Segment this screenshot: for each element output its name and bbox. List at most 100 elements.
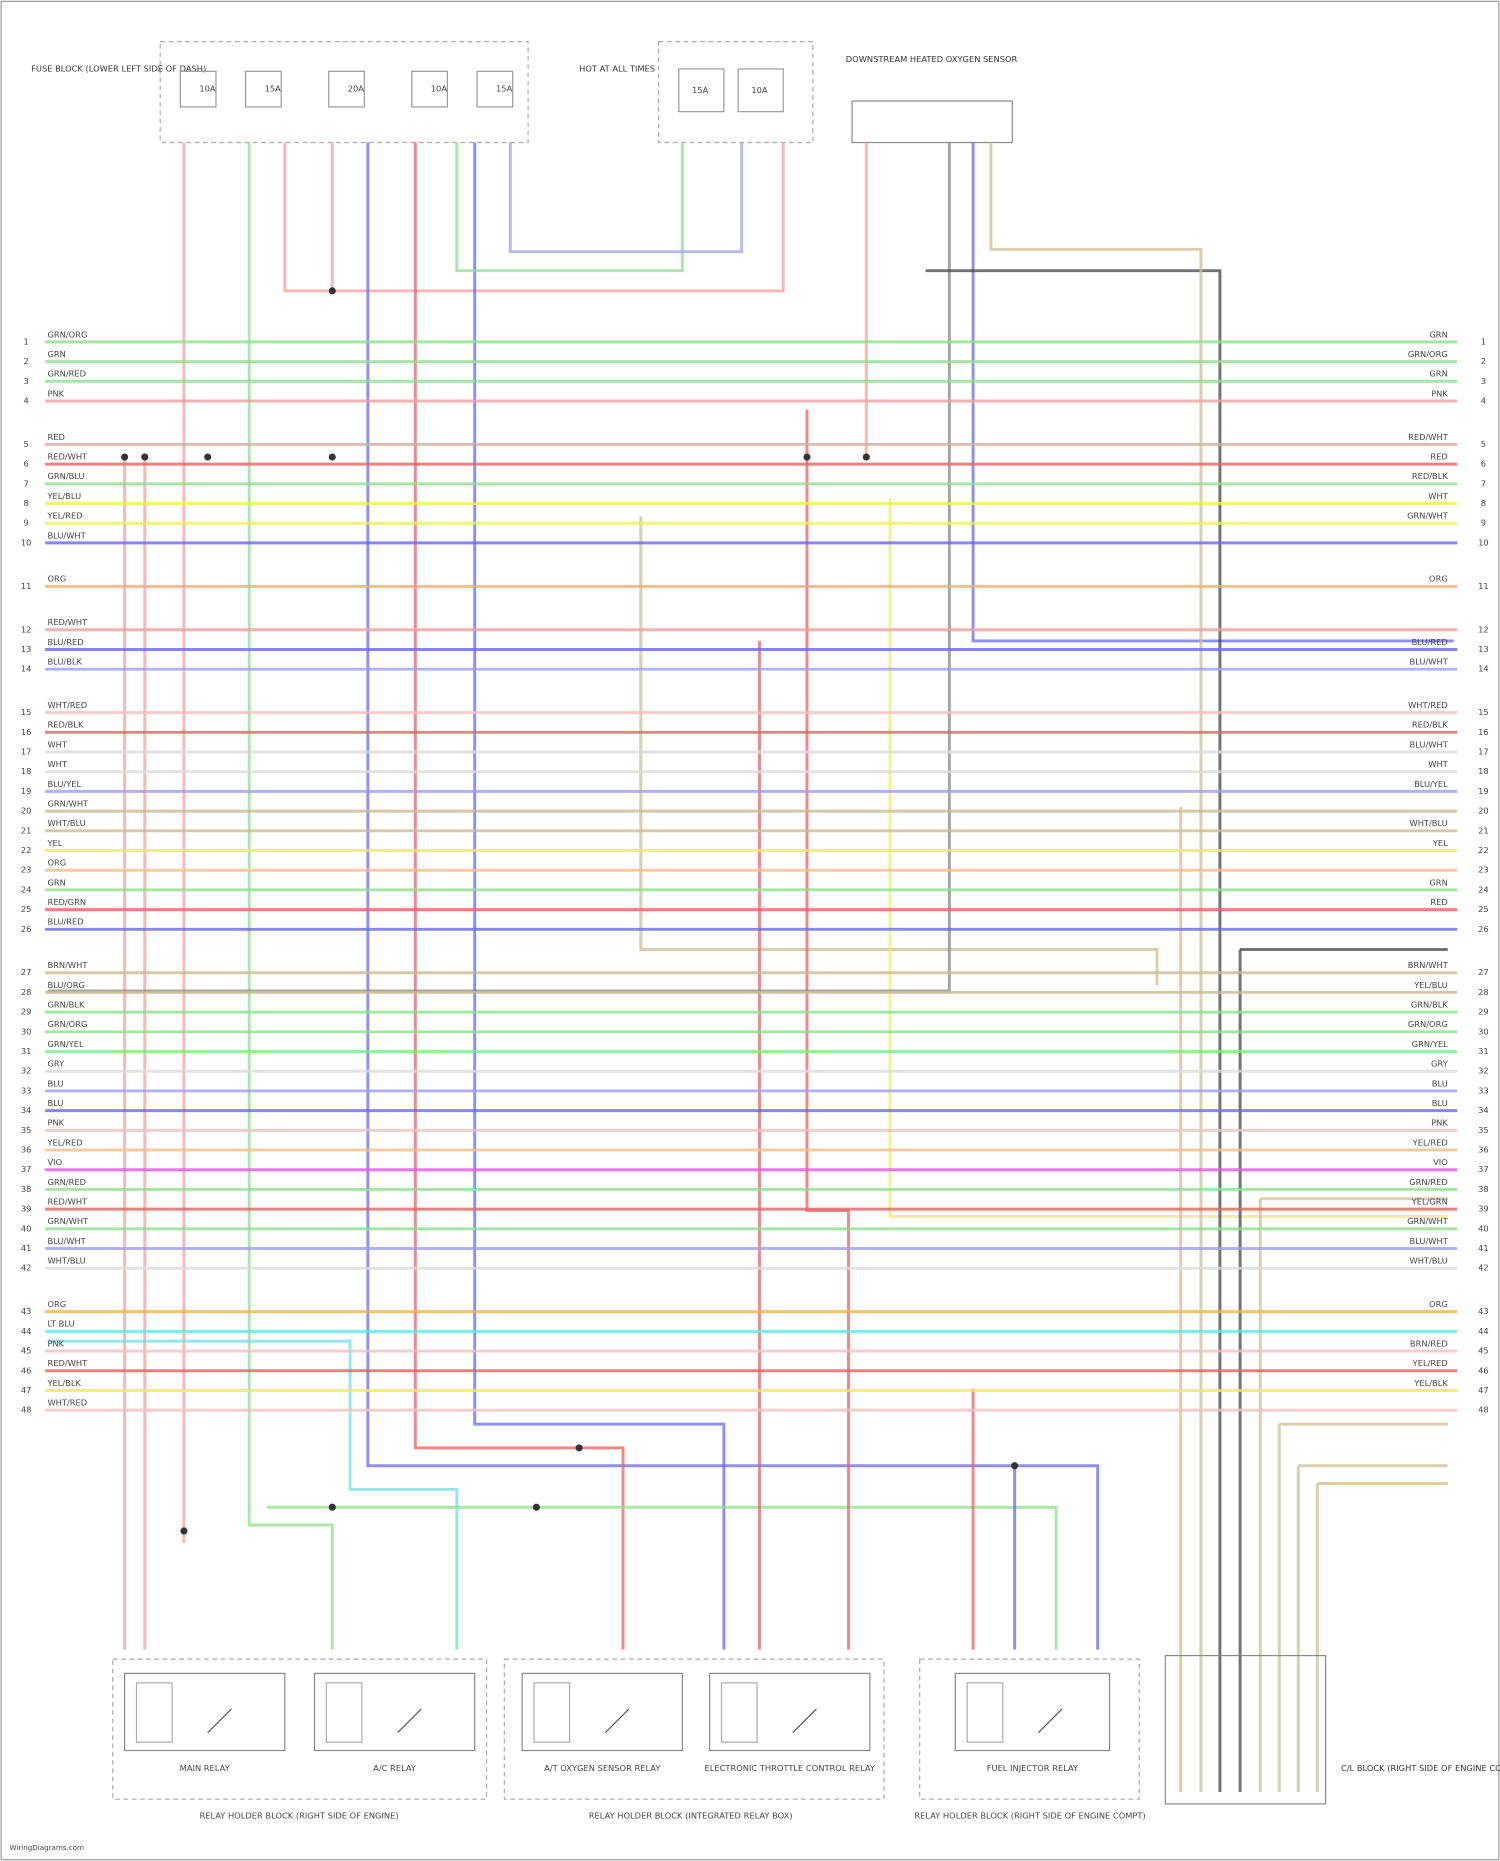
wire-color-right: WHT [1428, 491, 1448, 501]
wire-color-left: WHT/BLU [47, 1256, 85, 1266]
relay-block [919, 1658, 1140, 1800]
relay-block-label: RELAY HOLDER BLOCK (INTEGRATED RELAY BOX… [589, 1810, 793, 1820]
sensor-box [851, 100, 1013, 144]
ground-block-box [1164, 1654, 1327, 1805]
wire-color-right: GRN [1429, 877, 1447, 887]
wire-color-left: BLU/RED [47, 637, 83, 647]
relay-switch [792, 1708, 817, 1734]
sensor-label: DOWNSTREAM HEATED OXYGEN SENSOR [846, 54, 1018, 64]
wire-color-left: YEL/BLU [46, 491, 81, 501]
wire-color-right: RED/BLK [1412, 471, 1449, 481]
wire-color-left: WHT/BLU [47, 818, 85, 828]
fuse-rating: 20A [348, 84, 365, 94]
pin-right: 37 [1478, 1164, 1489, 1174]
pin-left: 11 [21, 581, 32, 591]
wire-color-left: GRN/WHT [47, 798, 89, 808]
pin-left: 41 [21, 1243, 32, 1253]
wire-color-left: GRN [47, 877, 65, 887]
pin-right: 4 [1481, 395, 1486, 405]
wire-color-left: WHT [47, 739, 67, 749]
wire-color-left: YEL/RED [46, 1137, 82, 1147]
pin-left: 33 [21, 1085, 32, 1095]
relay-box [521, 1672, 683, 1752]
pin-right: 5 [1481, 439, 1486, 449]
pin-left: 8 [23, 498, 28, 508]
pin-left: 19 [21, 786, 32, 796]
pin-left: 48 [21, 1405, 32, 1415]
ignition-box [658, 41, 814, 144]
wire [283, 142, 785, 293]
pin-left: 24 [21, 884, 32, 894]
wire-color-right: GRN/ORG [1408, 349, 1448, 359]
pin-right: 45 [1478, 1346, 1489, 1356]
wire-color-left: BLU [47, 1098, 63, 1108]
wire-color-left: ORG [47, 1299, 66, 1309]
wire-color-left: GRN/BLU [47, 471, 84, 481]
wire-color-left: ORG [47, 858, 66, 868]
wire-color-right: BLU/RED [1412, 637, 1448, 647]
wire-color-right: RED [1430, 452, 1447, 462]
wire-color-left: RED [47, 432, 64, 442]
wire-color-left: GRY [47, 1059, 65, 1069]
pin-left: 15 [21, 707, 32, 717]
wire-color-left: GRN/BLK [47, 1000, 85, 1010]
pin-left: 25 [21, 904, 32, 914]
wire-color-right: BLU [1432, 1098, 1448, 1108]
wire [247, 142, 334, 1650]
pin-right: 36 [1478, 1145, 1489, 1155]
pin-left: 6 [23, 459, 28, 469]
wire-color-left: BLU/RED [47, 917, 83, 927]
fuse [737, 68, 784, 113]
wire-color-right: BLU [1432, 1078, 1448, 1088]
wire-color-right: BLU/WHT [1410, 657, 1449, 667]
wire-color-left: WHT/RED [47, 700, 87, 710]
wire-color-right: BLU/YEL [1414, 779, 1448, 789]
wire-color-left: GRN/YEL [47, 1039, 84, 1049]
pin-right: 32 [1478, 1066, 1489, 1076]
pin-right: 23 [1478, 865, 1489, 875]
pin-left: 7 [23, 478, 28, 488]
wire-color-right: GRN/ORG [1408, 1019, 1448, 1029]
pin-right: 26 [1478, 924, 1489, 934]
wire-color-left: WHT/RED [47, 1398, 87, 1408]
pin-left: 42 [21, 1263, 32, 1273]
wire-color-right: BRN/WHT [1408, 960, 1449, 970]
wire-color-left: RED/WHT [47, 452, 88, 462]
wire-color-left: GRN/RED [47, 369, 86, 379]
wire-color-right: BLU/WHT [1410, 1236, 1449, 1246]
pin-right: 2 [1481, 356, 1486, 366]
pin-right: 35 [1478, 1125, 1489, 1135]
pin-right: 25 [1478, 904, 1489, 914]
wire-color-right: GRN [1429, 329, 1447, 339]
wire-color-right: YEL/BLU [1413, 980, 1448, 990]
relay-label: A/T OXYGEN SENSOR RELAY [544, 1763, 661, 1773]
pin-right: 41 [1478, 1243, 1489, 1253]
pin-left: 16 [21, 727, 32, 737]
pin-left: 10 [21, 537, 32, 547]
pin-left: 28 [21, 987, 32, 997]
wire-color-right: YEL/BLK [1413, 1378, 1448, 1388]
pin-left: 43 [21, 1306, 32, 1316]
fuse [476, 70, 514, 108]
fuse [179, 70, 217, 108]
wire [1315, 1482, 1448, 1793]
pin-right: 29 [1478, 1007, 1489, 1017]
pin-left: 13 [21, 644, 32, 654]
pin-left: 4 [23, 395, 28, 405]
splice [575, 1444, 583, 1452]
wire-color-left: BLU/WHT [47, 1236, 86, 1246]
wire-color-left: BLU/YEL [47, 779, 81, 789]
footer: WiringDiagrams.com [9, 1843, 84, 1852]
wire [473, 142, 726, 1650]
pin-left: 17 [21, 747, 32, 757]
wire-color-left: LT BLU [47, 1319, 74, 1329]
splice [141, 453, 149, 461]
wire-color-left: ORG [47, 574, 66, 584]
wire-color-right: YEL [1432, 838, 1448, 848]
wire-color-right: ORG [1429, 574, 1448, 584]
pin-left: 35 [21, 1125, 32, 1135]
wire-color-left: RED/WHT [47, 617, 88, 627]
wire [1277, 1422, 1448, 1793]
wire-color-right: WHT [1428, 759, 1448, 769]
